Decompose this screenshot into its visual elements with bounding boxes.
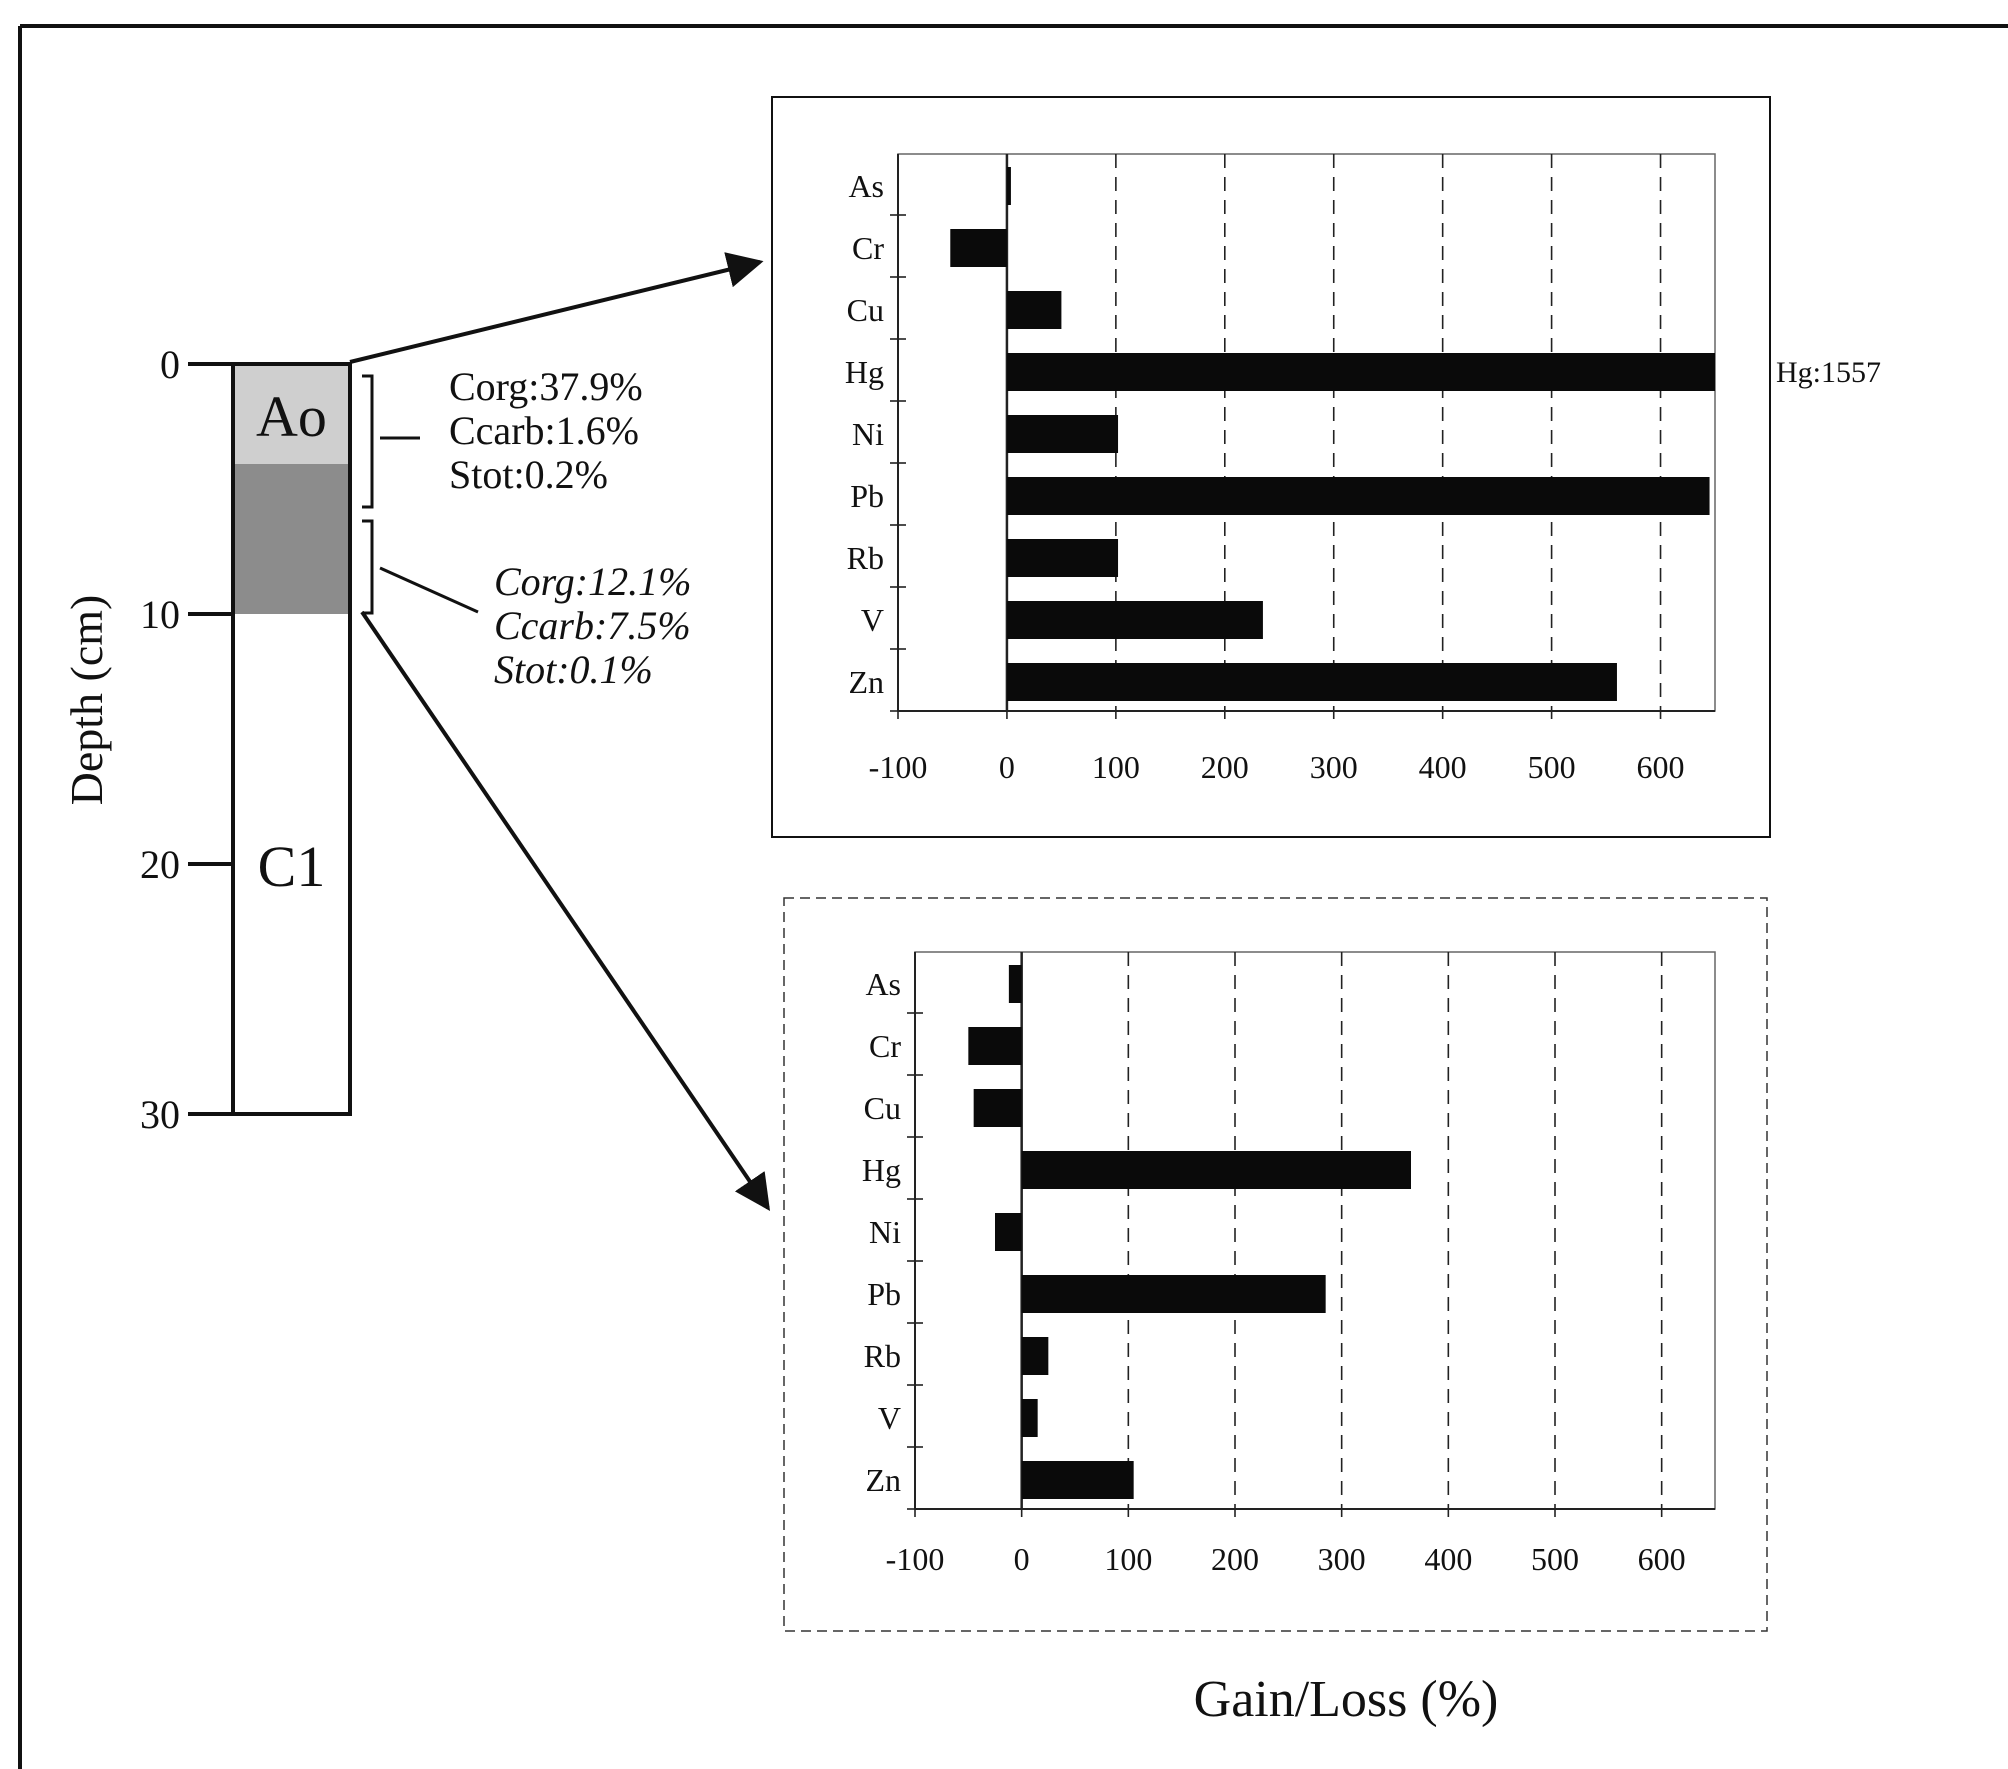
arrow-upper xyxy=(349,252,764,364)
bar-As xyxy=(1008,965,1022,1003)
annotation-line: Stot:0.1% xyxy=(494,647,653,692)
horizon-label-C1: C1 xyxy=(258,834,326,899)
depth-tick-label: 20 xyxy=(140,842,180,887)
off-scale-note: Hg:1557 xyxy=(1776,356,1881,389)
bar-chart-lower: As Cr Cu Hg Ni Pb Rb V Zn -100 0 100 200 300 400 500 600 xyxy=(783,897,1768,1632)
annotation-line: Corg:37.9% xyxy=(449,364,643,409)
depth-tick-label: 10 xyxy=(140,592,180,637)
x-tick-label: 400 xyxy=(1424,1541,1472,1577)
bar-V xyxy=(1021,1399,1038,1437)
profile-outline xyxy=(231,362,352,1116)
horizon-1 xyxy=(233,464,350,614)
x-tick-label: 500 xyxy=(1531,1541,1579,1577)
bar-Ni xyxy=(1006,415,1119,453)
category-label-Ni: Ni xyxy=(852,416,884,452)
category-label-Pb: Pb xyxy=(850,478,884,514)
horizon-2 xyxy=(233,614,350,1114)
bar-Zn xyxy=(1006,663,1617,701)
bracket-0 xyxy=(362,374,374,509)
x-tick-label: 600 xyxy=(1638,1541,1686,1577)
y-axis-title: Depth (cm) xyxy=(61,595,112,806)
category-label-Hg: Hg xyxy=(862,1152,901,1188)
bar-Rb xyxy=(1021,1337,1049,1375)
category-label-Pb: Pb xyxy=(867,1276,901,1312)
x-tick-label: 500 xyxy=(1528,749,1576,785)
bar-As xyxy=(1006,167,1011,205)
bar-Rb xyxy=(1006,539,1119,577)
x-axis-title: Gain/Loss (%) xyxy=(1194,1671,1499,1728)
category-label-Rb: Rb xyxy=(864,1338,901,1374)
soil-profile: Ao C1 0 10 20 30 Depth (cm) Corg:37.9%Ccarb:1.6… xyxy=(61,342,691,1137)
category-label-Zn: Zn xyxy=(848,664,884,700)
category-label-Ni: Ni xyxy=(869,1214,901,1250)
bar-Pb xyxy=(1006,477,1710,515)
category-label-As: As xyxy=(848,168,884,204)
x-tick-label: 300 xyxy=(1318,1541,1366,1577)
annotation-line: Corg:12.1% xyxy=(494,559,691,604)
category-label-Cu: Cu xyxy=(847,292,884,328)
bracket-1 xyxy=(362,519,374,615)
depth-tick-label: 0 xyxy=(160,342,180,387)
x-tick-label: -100 xyxy=(886,1541,945,1577)
bar-chart-upper: As Cr Cu Hg Ni Pb Rb V Zn -100 0 100 200 300 400 500 600 xyxy=(771,96,1771,838)
x-tick-label: 400 xyxy=(1419,749,1467,785)
category-label-As: As xyxy=(865,966,901,1002)
x-tick-label: 200 xyxy=(1201,749,1249,785)
chart-frame-lower xyxy=(783,897,1768,1632)
x-tick-label: 100 xyxy=(1104,1541,1152,1577)
depth-tick-label: 30 xyxy=(140,1092,180,1137)
chart-frame-upper xyxy=(771,96,1771,838)
bar-Pb xyxy=(1021,1275,1326,1313)
bar-Cu xyxy=(1006,291,1062,329)
x-tick-label: 0 xyxy=(1014,1541,1030,1577)
bar-Cr xyxy=(968,1027,1022,1065)
bar-Cu xyxy=(973,1089,1022,1127)
category-label-V: V xyxy=(861,602,884,638)
category-label-Hg: Hg xyxy=(845,354,884,390)
bar-Hg xyxy=(1006,353,1715,391)
annotation-line: Ccarb:7.5% xyxy=(494,603,691,648)
bar-Cr xyxy=(950,229,1007,267)
bar-Ni xyxy=(995,1213,1022,1251)
bar-V xyxy=(1006,601,1263,639)
bar-Hg xyxy=(1021,1151,1411,1189)
x-tick-label: 100 xyxy=(1092,749,1140,785)
arrow-lower xyxy=(360,610,771,1211)
annotation-line: Stot:0.2% xyxy=(449,452,608,497)
x-tick-label: 600 xyxy=(1637,749,1685,785)
x-tick-label: 200 xyxy=(1211,1541,1259,1577)
annotation-line: Ccarb:1.6% xyxy=(449,408,639,453)
category-label-Rb: Rb xyxy=(847,540,884,576)
horizon-0 xyxy=(233,364,350,464)
category-label-V: V xyxy=(878,1400,901,1436)
category-label-Cu: Cu xyxy=(864,1090,901,1126)
x-tick-label: 0 xyxy=(999,749,1015,785)
bar-Zn xyxy=(1021,1461,1134,1499)
category-label-Cr: Cr xyxy=(852,230,884,266)
category-label-Zn: Zn xyxy=(865,1462,901,1498)
horizon-label-Ao: Ao xyxy=(256,384,327,449)
category-label-Cr: Cr xyxy=(869,1028,901,1064)
x-tick-label: -100 xyxy=(869,749,928,785)
bracket-leader-1 xyxy=(379,566,479,614)
x-tick-label: 300 xyxy=(1310,749,1358,785)
